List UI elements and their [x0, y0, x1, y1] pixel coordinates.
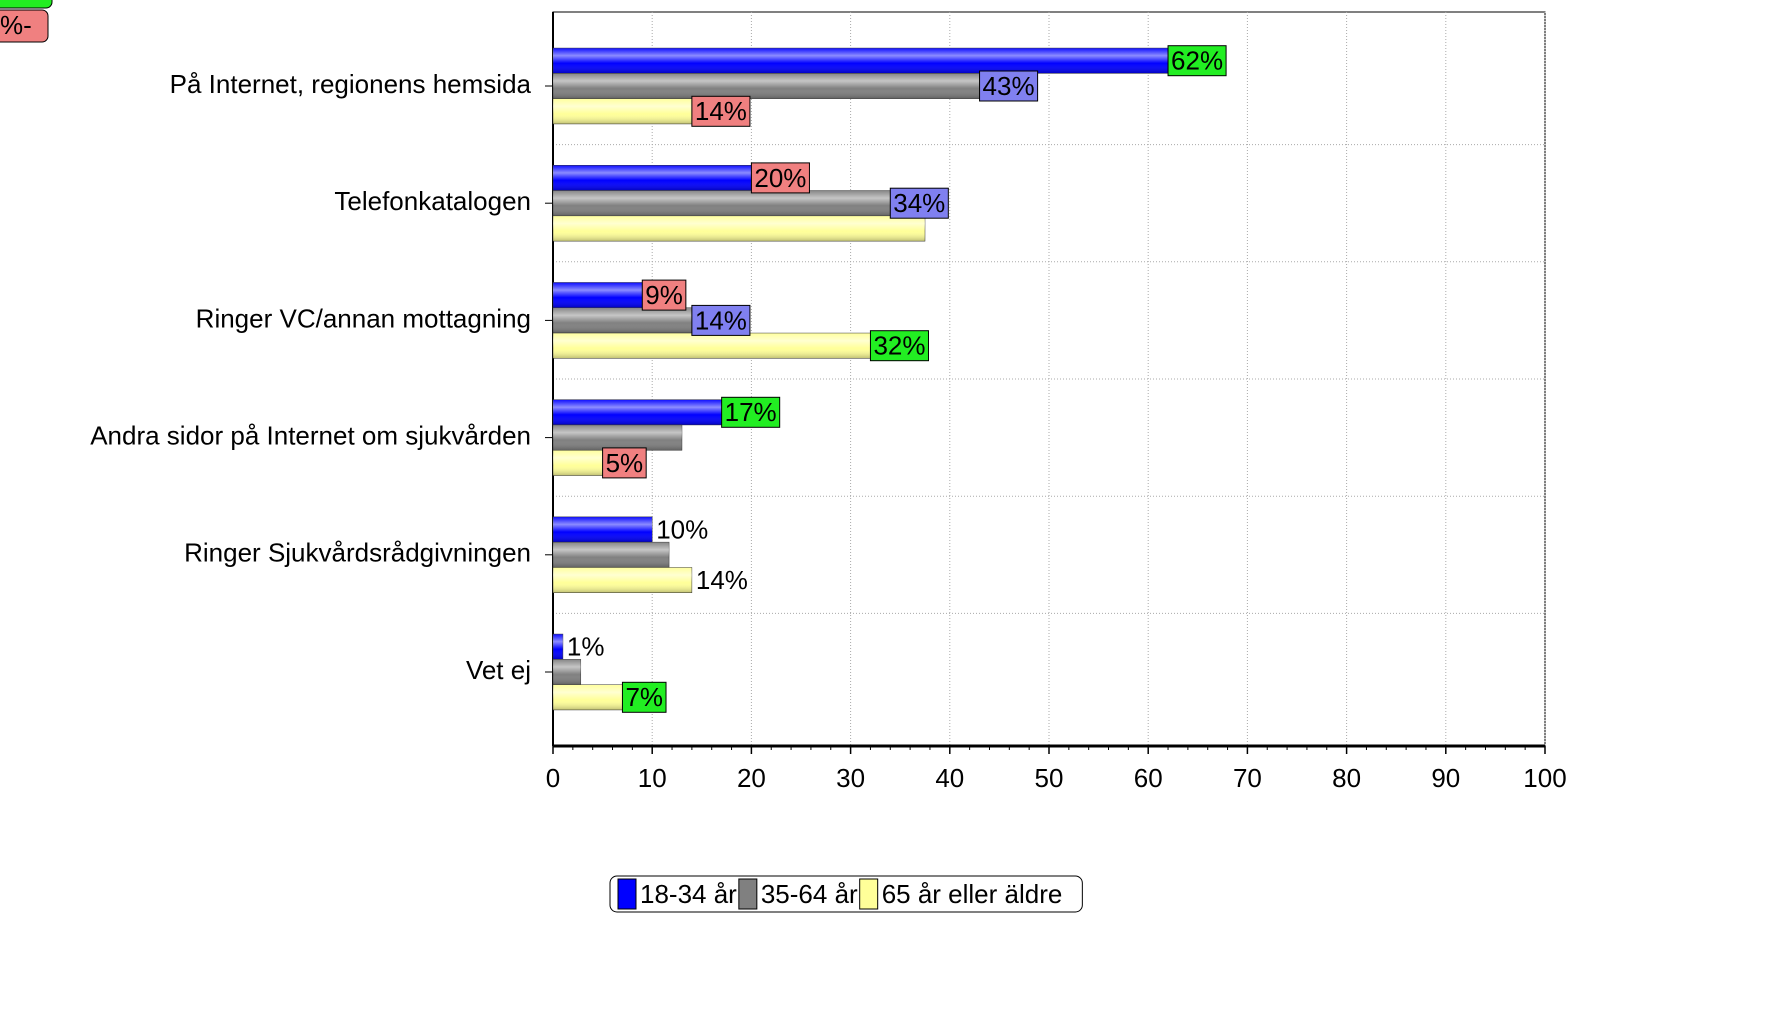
value-label: 1%	[567, 632, 605, 662]
legend-swatch	[738, 878, 758, 910]
x-tick-label: 90	[1431, 763, 1460, 793]
y-tick-label: Telefonkatalogen	[334, 186, 531, 216]
value-label: 32%	[873, 331, 925, 361]
value-label: 17%	[725, 397, 777, 427]
legend-box	[609, 875, 1083, 913]
legend-label: 18-34 år	[640, 879, 737, 909]
legend-swatch	[617, 878, 637, 910]
value-label-box	[1167, 45, 1227, 77]
value-label: 10%	[656, 514, 708, 544]
x-tick-label: 100	[1523, 763, 1566, 793]
x-tick-label: 70	[1233, 763, 1262, 793]
bar-shine	[553, 282, 643, 308]
bar-shine	[553, 48, 1169, 74]
value-label-box	[691, 95, 751, 127]
x-tick-label: 20	[737, 763, 766, 793]
bar-shine	[553, 399, 722, 425]
bar-shine	[553, 516, 653, 543]
bar-shine	[553, 424, 682, 451]
bar-shine	[553, 98, 692, 124]
bar-shine	[553, 659, 581, 685]
value-label: 14%	[696, 565, 748, 595]
x-tick-label: 80	[1332, 763, 1361, 793]
bar-shine	[553, 450, 603, 476]
bar-shine	[553, 307, 692, 334]
y-tick-label: Ringer VC/annan mottagning	[196, 303, 531, 333]
value-label-box	[721, 396, 781, 428]
value-label-box	[979, 70, 1039, 102]
bar-shine	[553, 215, 925, 242]
y-tick-label: Ringer Sjukvårdsrådgivningen	[184, 538, 531, 568]
x-tick-label: 10	[638, 763, 667, 793]
value-label: 7%	[625, 682, 663, 712]
value-label-box	[750, 162, 810, 194]
value-label: 5%	[606, 448, 644, 478]
y-tick-label: På Internet, regionens hemsida	[170, 69, 532, 99]
bar-shine	[553, 567, 692, 593]
bar-shine	[553, 165, 752, 191]
x-tick-label: 50	[1035, 763, 1064, 793]
y-tick-label: Vet ej	[466, 655, 531, 685]
value-label-box	[691, 304, 751, 336]
value-label-box	[602, 447, 647, 479]
legend-swatch	[859, 878, 879, 910]
value-label: 43%	[983, 71, 1035, 101]
bar-shine	[553, 190, 891, 216]
bar-shine	[553, 634, 563, 660]
value-label: 34%	[893, 188, 945, 218]
key-box-plus	[0, 0, 53, 9]
value-label-box	[621, 681, 667, 713]
bar-shine	[553, 542, 670, 568]
bar-shine	[553, 333, 871, 359]
value-label-box	[889, 187, 949, 219]
key-label: %-	[0, 10, 32, 40]
legend-label: 35-64 år	[761, 879, 858, 909]
value-label: 62%	[1171, 46, 1223, 76]
key-box	[0, 9, 49, 43]
bar-shine	[553, 684, 623, 710]
x-tick-label: 0	[546, 763, 560, 793]
bar-shine	[553, 73, 980, 99]
value-label-box	[641, 279, 687, 311]
x-tick-label: 60	[1134, 763, 1163, 793]
x-tick-label: 30	[836, 763, 865, 793]
value-label-box	[869, 330, 929, 362]
x-tick-label: 40	[935, 763, 964, 793]
value-label: 9%	[645, 280, 683, 310]
legend-label: 65 år eller äldre	[882, 879, 1063, 909]
value-label: 14%	[695, 96, 747, 126]
value-label: 14%	[695, 305, 747, 335]
value-label: 20%	[754, 163, 806, 193]
y-tick-label: Andra sidor på Internet om sjukvården	[90, 420, 531, 450]
